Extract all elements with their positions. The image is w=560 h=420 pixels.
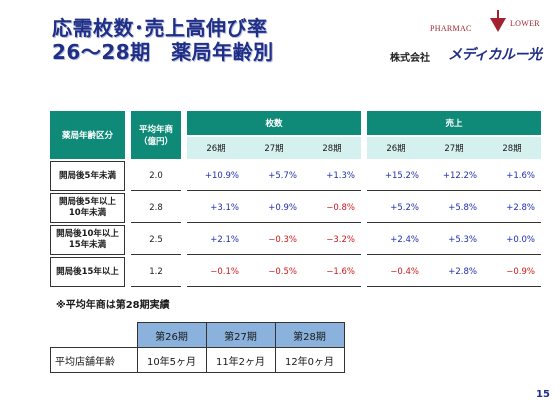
avg-sales-value: 1.2 bbox=[131, 257, 181, 287]
empty-corner bbox=[51, 323, 138, 348]
slide-title: 応需枚数･売上高伸び率 26～28期 薬局年齢別 bbox=[52, 16, 274, 64]
store-age-26: 10年5ヶ月 bbox=[136, 347, 207, 373]
count-header: 枚数 bbox=[187, 111, 361, 135]
avg-header-line1: 平均年商 bbox=[138, 125, 173, 135]
row-label-line2: 10年未満 bbox=[68, 208, 107, 218]
count-growth-cell: +10.9% bbox=[187, 161, 245, 191]
sub-header-26: 第26期 bbox=[136, 322, 207, 348]
sales-period-27: 27期 bbox=[425, 137, 483, 159]
sales-growth-cell: +0.0% bbox=[483, 225, 541, 255]
sales-growth-cell: +5.2% bbox=[367, 193, 425, 223]
logo-company-type: 株式会社 bbox=[390, 53, 430, 64]
count-growth-cell: +1.3% bbox=[303, 161, 361, 191]
count-growth-cell: −0.5% bbox=[245, 257, 303, 287]
table-row: 開局後15年以上 1.2 −0.1% −0.5% −1.6% −0.4% +2.8% −0.9… bbox=[50, 257, 541, 287]
count-period-26: 26期 bbox=[187, 137, 245, 159]
row-label-line1: 開局後10年以上 bbox=[56, 229, 119, 239]
avg-sales-header: 平均年商 （億円） bbox=[131, 111, 181, 159]
store-age-label: 平均店舗年齢 bbox=[50, 347, 138, 373]
sub-header-28: 第28期 bbox=[274, 322, 345, 348]
count-period-27: 27期 bbox=[245, 137, 303, 159]
sub-header-27: 第27期 bbox=[205, 322, 276, 348]
sales-period-28: 28期 bbox=[483, 137, 541, 159]
flower-stem-icon bbox=[497, 10, 499, 18]
footnote: ※平均年商は第28期実績 bbox=[56, 300, 170, 311]
count-growth-cell: +5.7% bbox=[245, 161, 303, 191]
store-age-28: 12年0ヶ月 bbox=[274, 347, 345, 373]
sales-growth-cell: +2.8% bbox=[483, 193, 541, 223]
row-label: 開局後10年以上 15年未満 bbox=[50, 225, 125, 255]
row-label: 開局後5年未満 bbox=[50, 161, 125, 191]
flower-icon bbox=[490, 18, 506, 32]
sales-growth-cell: −0.4% bbox=[367, 257, 425, 287]
table-row: 開局後10年以上 15年未満 2.5 +2.1% −0.3% −3.2% +2.4% +5.3… bbox=[50, 225, 541, 255]
row-label-line1: 開局後15年以上 bbox=[56, 266, 119, 277]
sales-growth-cell: +2.8% bbox=[425, 257, 483, 287]
sales-growth-cell: +1.6% bbox=[483, 161, 541, 191]
sales-header: 売上 bbox=[367, 111, 541, 135]
row-label-line1: 開局後5年以上 bbox=[59, 197, 116, 207]
logo-brand-name: メディカルー光 bbox=[448, 47, 542, 63]
table-row: 開局後5年未満 2.0 +10.9% +5.7% +1.3% +15.2% +12.2% +1… bbox=[50, 161, 541, 191]
store-age-table: 第26期 第27期 第28期 平均店舗年齢 10年5ヶ月 11年2ヶ月 12年0… bbox=[50, 322, 345, 373]
logo-lower-text: LOWER bbox=[510, 19, 540, 28]
row-label-line2: 15年未満 bbox=[68, 240, 107, 250]
growth-table: 薬局年齢区分 平均年商 （億円） 枚数 売上 26期 27期 28期 26期 2… bbox=[50, 109, 541, 289]
count-growth-cell: −0.1% bbox=[187, 257, 245, 287]
avg-sales-value: 2.0 bbox=[131, 161, 181, 191]
title-line-1: 応需枚数･売上高伸び率 bbox=[52, 16, 268, 40]
count-growth-cell: −0.3% bbox=[245, 225, 303, 255]
count-growth-cell: +2.1% bbox=[187, 225, 245, 255]
company-logo: PHARMAC LOWER 株式会社 メディカルー光 bbox=[386, 4, 556, 70]
row-label: 開局後15年以上 bbox=[50, 257, 125, 287]
avg-sales-value: 2.8 bbox=[131, 193, 181, 223]
table-row: 開局後5年以上 10年未満 2.8 +3.1% +0.9% −0.8% +5.2% +5.8%… bbox=[50, 193, 541, 223]
sales-growth-cell: −0.9% bbox=[483, 257, 541, 287]
sales-growth-cell: +5.8% bbox=[425, 193, 483, 223]
sales-growth-cell: +15.2% bbox=[367, 161, 425, 191]
count-growth-cell: −1.6% bbox=[303, 257, 361, 287]
avg-header-line2: （億円） bbox=[138, 137, 173, 147]
sales-period-26: 26期 bbox=[367, 137, 425, 159]
row-label: 開局後5年以上 10年未満 bbox=[50, 193, 125, 223]
count-growth-cell: −3.2% bbox=[303, 225, 361, 255]
avg-sales-value: 2.5 bbox=[131, 225, 181, 255]
row-label-line1: 開局後5年未満 bbox=[59, 170, 116, 181]
page-number: 15 bbox=[536, 389, 550, 400]
sales-growth-cell: +2.4% bbox=[367, 225, 425, 255]
title-line-2: 26～28期 薬局年齢別 bbox=[52, 40, 274, 64]
count-growth-cell: −0.8% bbox=[303, 193, 361, 223]
count-growth-cell: +0.9% bbox=[245, 193, 303, 223]
sales-growth-cell: +5.3% bbox=[425, 225, 483, 255]
logo-pharmac-text: PHARMAC bbox=[430, 24, 472, 33]
age-header: 薬局年齢区分 bbox=[50, 111, 125, 159]
store-age-27: 11年2ヶ月 bbox=[205, 347, 276, 373]
sales-growth-cell: +12.2% bbox=[425, 161, 483, 191]
count-growth-cell: +3.1% bbox=[187, 193, 245, 223]
count-period-28: 28期 bbox=[303, 137, 361, 159]
